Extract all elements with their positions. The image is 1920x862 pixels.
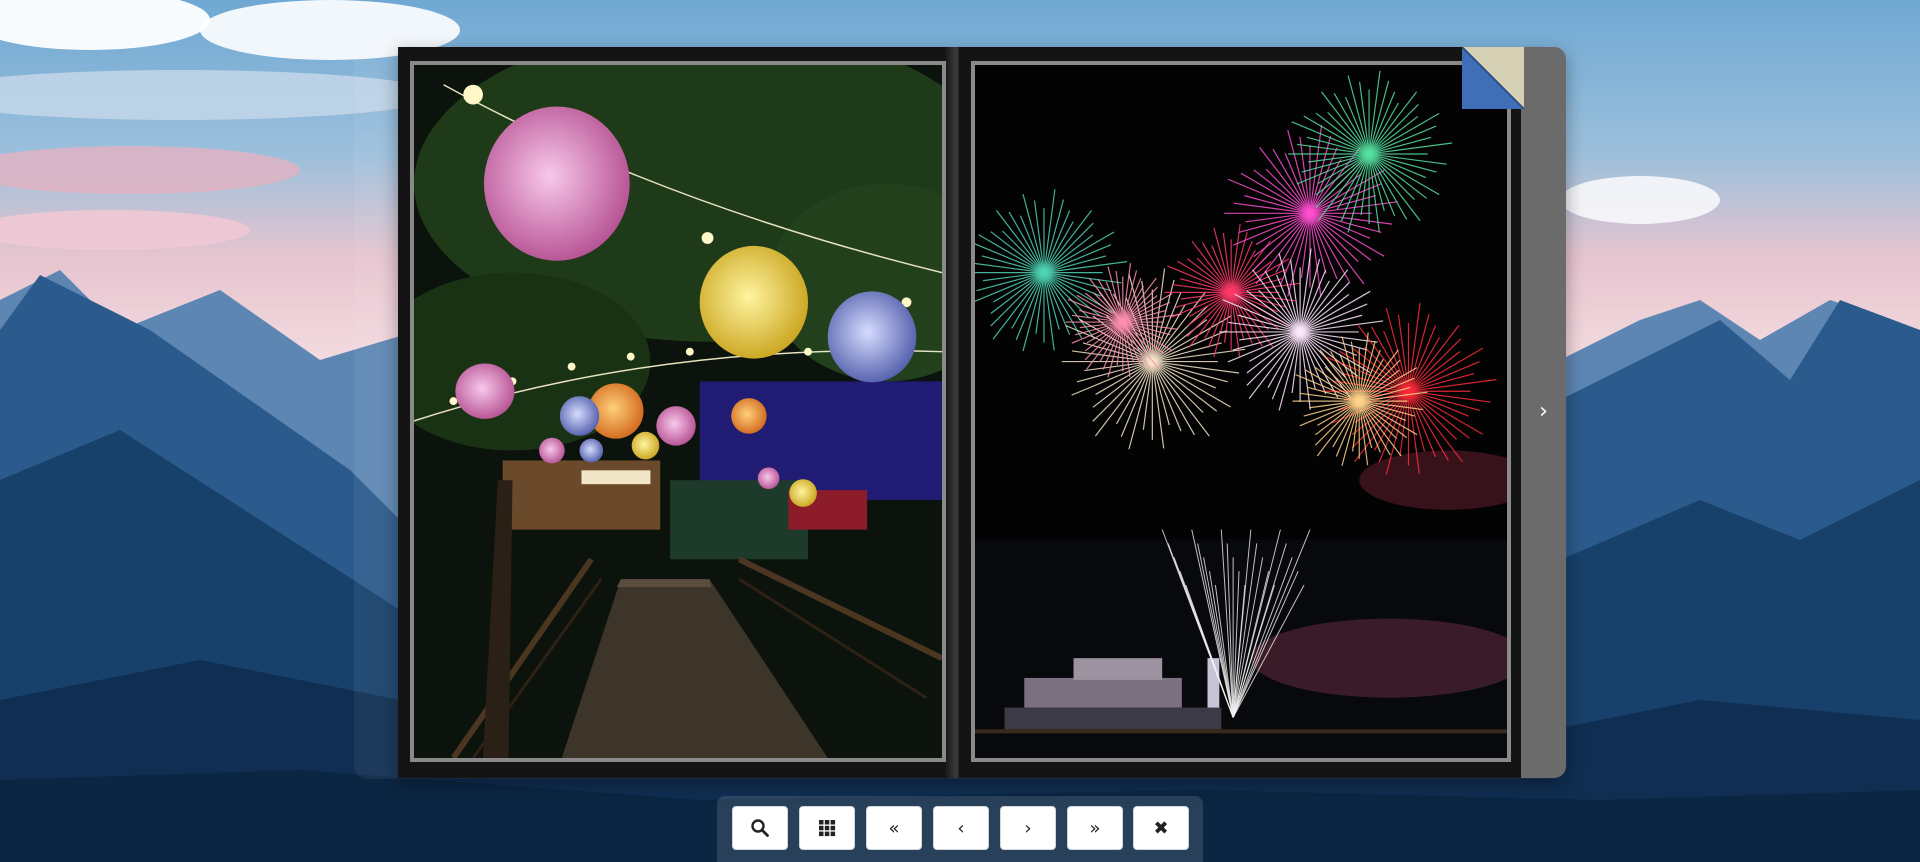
page-curl-corner[interactable]	[1462, 47, 1524, 109]
last-page-button[interactable]: »	[1067, 806, 1123, 850]
right-page[interactable]	[959, 47, 1521, 778]
close-icon: ✖	[1153, 817, 1169, 839]
flipbook: ›	[398, 47, 1566, 778]
close-button[interactable]: ✖	[1133, 806, 1189, 850]
left-page[interactable]	[398, 47, 958, 778]
search-button[interactable]	[732, 806, 788, 850]
next-page-button[interactable]: ›	[1000, 806, 1056, 850]
fireworks-photo	[971, 61, 1511, 762]
grid-icon	[819, 820, 836, 837]
next-page-arrow[interactable]: ›	[1539, 399, 1548, 424]
next-page-icon: ›	[1024, 817, 1032, 839]
first-page-button[interactable]: «	[866, 806, 922, 850]
lanterns-photo	[410, 61, 946, 762]
search-icon	[751, 819, 769, 837]
previous-page-button[interactable]: ‹	[933, 806, 989, 850]
last-page-icon: »	[1089, 817, 1101, 839]
grid-view-button[interactable]	[799, 806, 855, 850]
first-page-icon: «	[888, 817, 900, 839]
previous-page-icon: ‹	[957, 817, 965, 839]
viewer-toolbar: « ‹ › » ✖	[717, 796, 1203, 862]
